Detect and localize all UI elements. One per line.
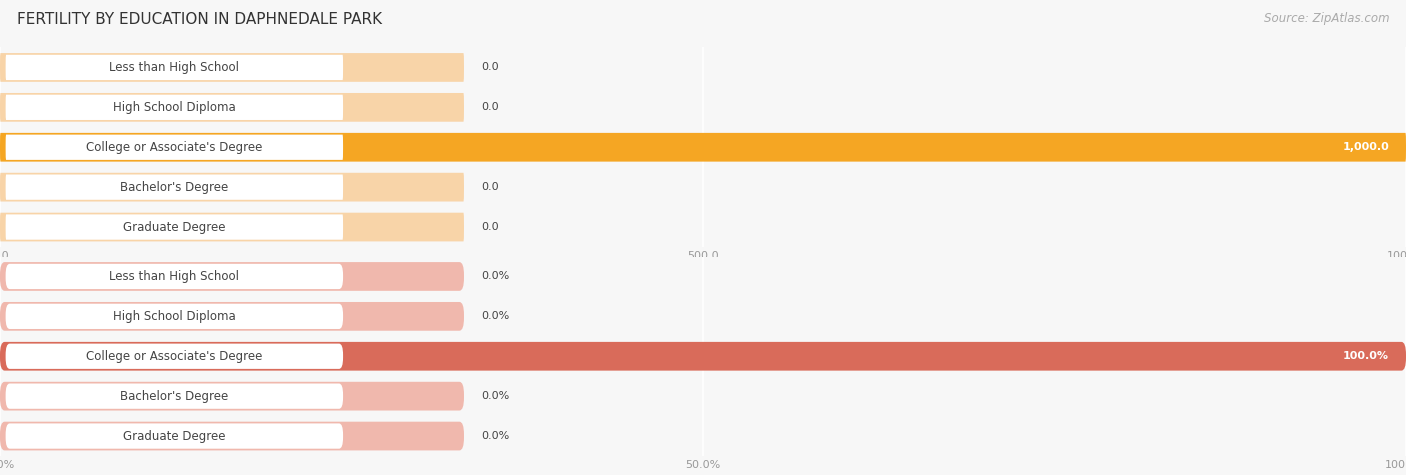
Text: 1,000.0: 1,000.0 [1343,142,1389,152]
FancyBboxPatch shape [6,214,343,240]
Text: FERTILITY BY EDUCATION IN DAPHNEDALE PARK: FERTILITY BY EDUCATION IN DAPHNEDALE PAR… [17,12,382,27]
FancyBboxPatch shape [0,262,464,291]
FancyBboxPatch shape [6,55,343,80]
FancyBboxPatch shape [0,87,1406,127]
FancyBboxPatch shape [0,376,1406,416]
Text: Less than High School: Less than High School [110,61,239,74]
Text: 0.0%: 0.0% [481,311,509,322]
Text: College or Associate's Degree: College or Associate's Degree [86,350,263,363]
FancyBboxPatch shape [0,296,1406,336]
FancyBboxPatch shape [0,416,1406,456]
Text: High School Diploma: High School Diploma [112,310,236,323]
FancyBboxPatch shape [6,304,343,329]
Text: 0.0: 0.0 [481,62,499,73]
FancyBboxPatch shape [0,127,1406,167]
FancyBboxPatch shape [6,343,343,369]
FancyBboxPatch shape [0,173,464,201]
FancyBboxPatch shape [6,423,343,449]
FancyBboxPatch shape [0,207,1406,247]
FancyBboxPatch shape [6,264,343,289]
Text: 100.0%: 100.0% [1343,351,1389,361]
Text: 0.0: 0.0 [481,102,499,113]
Text: Bachelor's Degree: Bachelor's Degree [121,390,228,403]
FancyBboxPatch shape [6,383,343,409]
Text: Less than High School: Less than High School [110,270,239,283]
FancyBboxPatch shape [0,167,1406,207]
FancyBboxPatch shape [0,133,1406,162]
Text: Bachelor's Degree: Bachelor's Degree [121,180,228,194]
FancyBboxPatch shape [0,93,464,122]
Text: Source: ZipAtlas.com: Source: ZipAtlas.com [1264,12,1389,25]
FancyBboxPatch shape [6,95,343,120]
FancyBboxPatch shape [0,302,464,331]
FancyBboxPatch shape [0,422,464,450]
FancyBboxPatch shape [0,336,1406,376]
FancyBboxPatch shape [0,256,1406,296]
FancyBboxPatch shape [0,342,1406,370]
Text: Graduate Degree: Graduate Degree [124,429,225,443]
Text: Graduate Degree: Graduate Degree [124,220,225,234]
FancyBboxPatch shape [6,134,343,160]
FancyBboxPatch shape [6,174,343,200]
Text: 0.0: 0.0 [481,222,499,232]
FancyBboxPatch shape [0,53,464,82]
FancyBboxPatch shape [0,48,1406,87]
Text: 0.0%: 0.0% [481,391,509,401]
Text: 0.0%: 0.0% [481,431,509,441]
Text: High School Diploma: High School Diploma [112,101,236,114]
Text: 0.0: 0.0 [481,182,499,192]
FancyBboxPatch shape [0,213,464,241]
Text: College or Associate's Degree: College or Associate's Degree [86,141,263,154]
FancyBboxPatch shape [0,382,464,410]
Text: 0.0%: 0.0% [481,271,509,282]
